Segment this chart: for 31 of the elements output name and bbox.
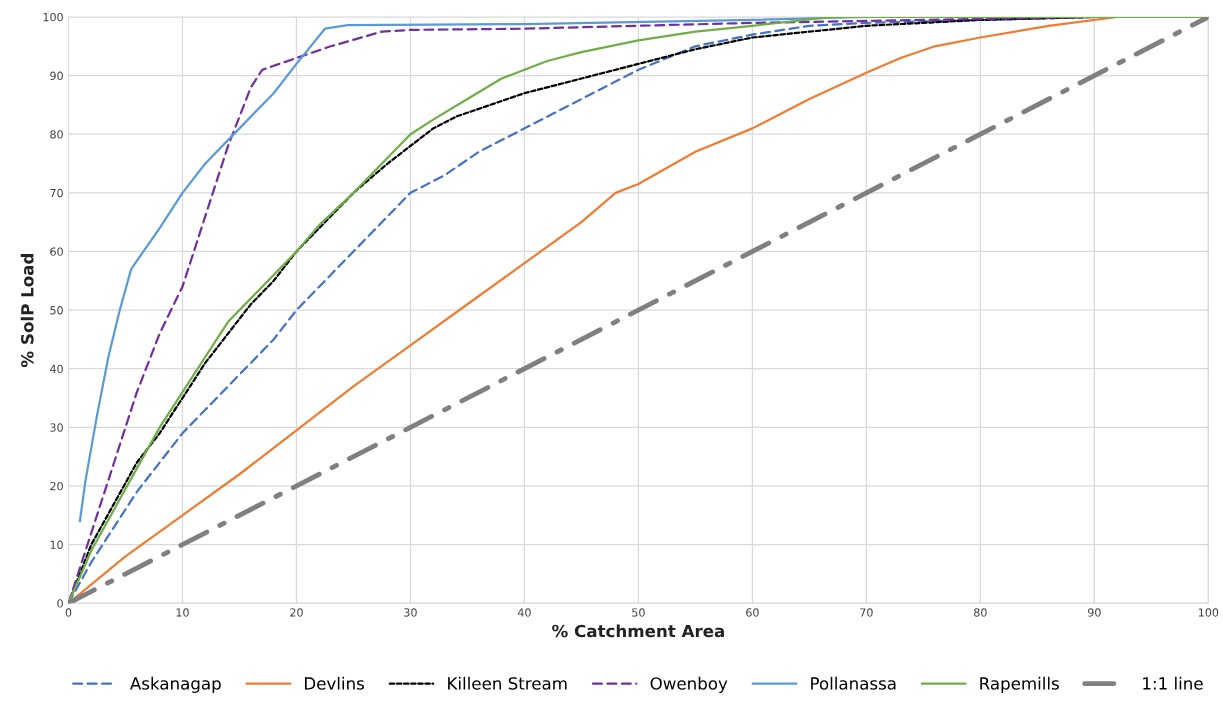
y-tick-label: 70 [50, 188, 63, 198]
x-tick-label: 90 [1087, 608, 1101, 617]
x-tick-label: 60 [746, 608, 759, 617]
y-tick-label: 60 [50, 247, 63, 256]
legend-label: Rapemills [980, 676, 1059, 693]
legend-label: 1:1 line [1143, 676, 1203, 690]
x-tick-label: 100 [1198, 608, 1219, 617]
y-tick-label: 30 [50, 423, 63, 432]
y-tick-label: 10 [50, 540, 63, 549]
x-tick-label: 40 [517, 608, 531, 617]
legend-label: Owenboy [650, 676, 728, 693]
y-tick-label: 100 [43, 12, 63, 22]
x-tick-label: 20 [290, 608, 303, 617]
y-tick-label: 40 [50, 364, 63, 374]
legend-label: Killeen Stream [448, 676, 567, 690]
x-tick-label: 30 [404, 608, 417, 617]
x-tick-label: 0 [65, 608, 72, 617]
x-axis-title: % Catchment Area [552, 624, 724, 638]
y-axis-title: % SolP Load [20, 254, 34, 368]
y-tick-label: 80 [50, 130, 63, 139]
y-tick-label: 20 [50, 481, 63, 491]
legend-label: Askanagap [130, 676, 221, 693]
x-tick-label: 50 [632, 608, 645, 617]
legend-label: Devlins [305, 676, 365, 690]
y-tick-label: 0 [57, 599, 63, 608]
x-tick-label: 70 [860, 608, 873, 617]
x-tick-label: 80 [974, 608, 987, 617]
legend-label: Pollanassa [811, 676, 896, 690]
y-tick-label: 50 [50, 306, 63, 315]
x-tick-label: 10 [176, 608, 189, 617]
y-tick-label: 90 [50, 71, 63, 80]
